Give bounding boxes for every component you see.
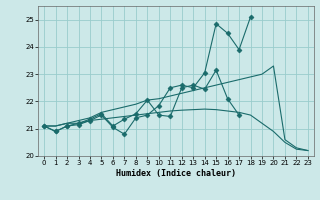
X-axis label: Humidex (Indice chaleur): Humidex (Indice chaleur) xyxy=(116,169,236,178)
